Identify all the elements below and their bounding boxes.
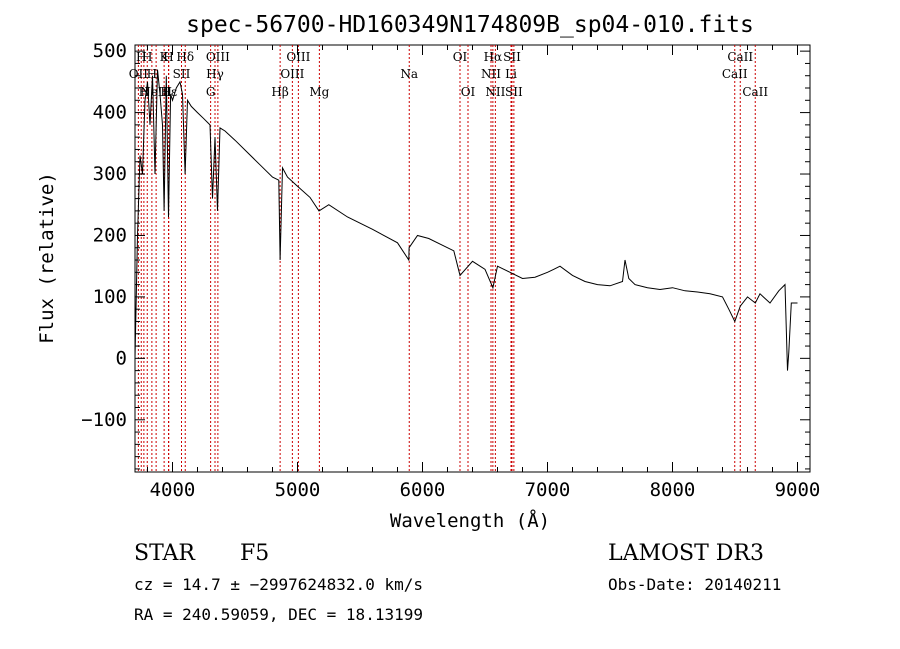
y-tick-label: 200 bbox=[93, 224, 127, 246]
spectral-line-label: Hα bbox=[484, 50, 503, 64]
plot-frame bbox=[134, 44, 811, 473]
x-tick-label: 9000 bbox=[775, 479, 821, 501]
spectral-line-label: G bbox=[206, 85, 216, 99]
spectral-line-label: OIII bbox=[280, 67, 304, 81]
coordinates: RA = 240.59059, DEC = 18.13199 bbox=[134, 605, 423, 624]
x-tick-label: 6000 bbox=[400, 479, 446, 501]
spectral-line-label: H bbox=[136, 50, 146, 64]
x-axis-ticks bbox=[147, 45, 798, 472]
y-axis-tick-labels: −100 0 100 200 300 400 500 bbox=[81, 40, 127, 431]
spectral-line-label: Hδ bbox=[176, 50, 194, 64]
chart-title: spec-56700-HD160349N174809B_sp04-010.fit… bbox=[186, 12, 754, 38]
spectral-line-label: OIII bbox=[206, 50, 230, 64]
x-axis-tick-labels: 4000 5000 6000 7000 8000 9000 bbox=[150, 479, 821, 501]
spectral-line-label: SII bbox=[503, 50, 521, 64]
spectral-line-label: K bbox=[160, 50, 170, 64]
spectral-line-label: CaII bbox=[722, 67, 748, 81]
spectral-line-label: H bbox=[163, 50, 173, 64]
spectral-line-label: NII bbox=[481, 67, 501, 81]
spectral-line-label: Na bbox=[400, 67, 418, 81]
x-tick-label: 7000 bbox=[525, 479, 571, 501]
spectral-line-label: CaII bbox=[727, 50, 753, 64]
y-axis-label: Flux (relative) bbox=[36, 172, 58, 344]
y-tick-label: 100 bbox=[93, 286, 127, 308]
spectral-line-label: SII bbox=[505, 85, 523, 99]
spectral-line-label: H bbox=[147, 67, 157, 81]
spectral-line-label: Mg bbox=[309, 85, 329, 99]
spectral-line-label: NII bbox=[485, 85, 505, 99]
spectral-line-label: OI bbox=[453, 50, 468, 64]
spectral-line-label: H bbox=[142, 50, 152, 64]
spectral-line-label: OII bbox=[129, 67, 149, 81]
x-axis-label: Wavelength (Å) bbox=[390, 509, 550, 532]
spectral-line-label: Hε bbox=[160, 85, 177, 99]
spectral-line-label: H bbox=[139, 85, 149, 99]
spectrum-series-line bbox=[134, 69, 798, 371]
spectral-line-label: Hγ bbox=[206, 67, 224, 81]
y-tick-label: −100 bbox=[81, 409, 127, 431]
y-axis-ticks bbox=[135, 50, 810, 470]
spectral-line-label: CaII bbox=[742, 85, 768, 99]
spectral-line-label: Li bbox=[505, 67, 517, 81]
spectral-line-label: OI bbox=[461, 85, 476, 99]
y-tick-label: 300 bbox=[93, 163, 127, 185]
spectral-line-label: OIII bbox=[286, 50, 310, 64]
spectral-line-label: SII bbox=[173, 67, 191, 81]
x-tick-label: 8000 bbox=[650, 479, 696, 501]
spectral-line-markers bbox=[137, 45, 756, 472]
x-tick-label: 5000 bbox=[275, 479, 321, 501]
survey-label: LAMOST DR3 bbox=[608, 541, 764, 566]
object-class: STAR bbox=[134, 541, 196, 566]
y-tick-label: 400 bbox=[93, 102, 127, 124]
y-tick-label: 500 bbox=[93, 40, 127, 62]
y-tick-label: 0 bbox=[116, 347, 127, 369]
obs-date: Obs-Date: 20140211 bbox=[608, 575, 781, 594]
redshift-info: cz = 14.7 ± −2997624832.0 km/s bbox=[134, 575, 423, 594]
object-subclass: F5 bbox=[240, 541, 269, 566]
spectral-line-label: Hβ bbox=[271, 85, 288, 99]
x-tick-label: 4000 bbox=[150, 479, 196, 501]
